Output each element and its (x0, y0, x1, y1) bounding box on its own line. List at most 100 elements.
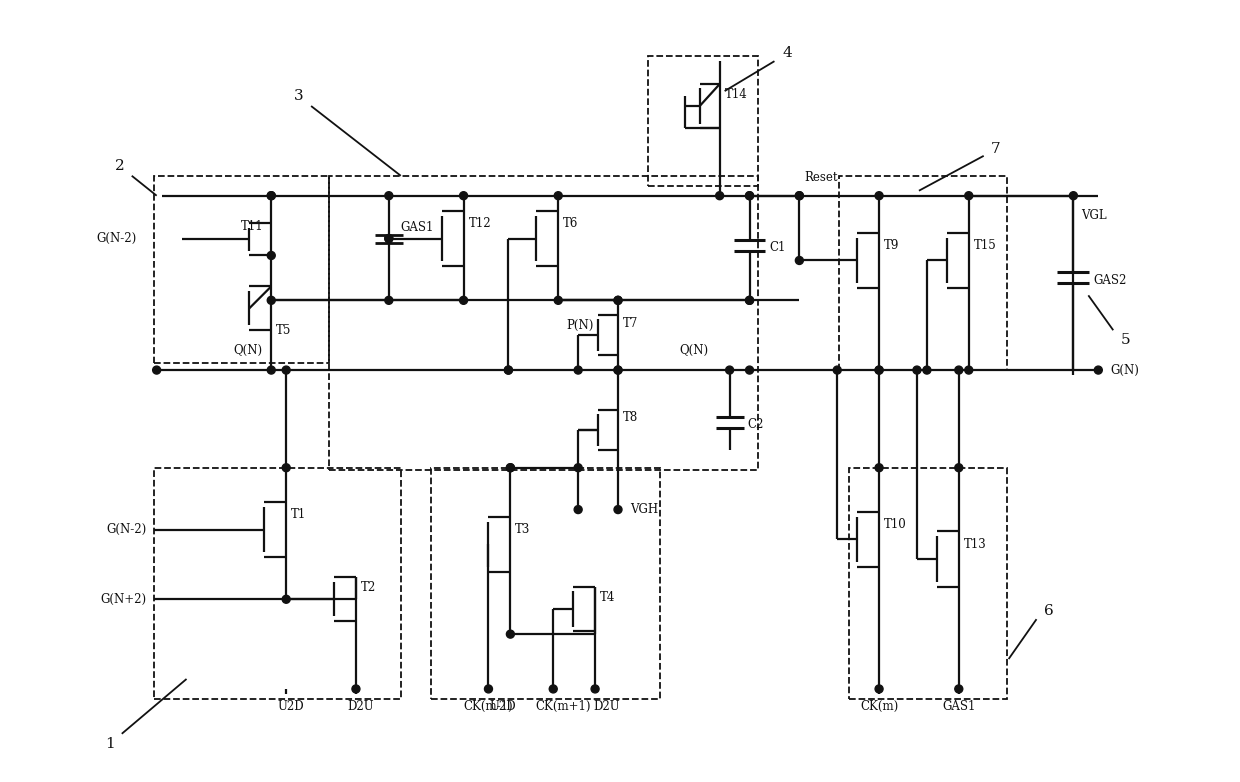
Text: GAS2: GAS2 (1094, 274, 1127, 287)
Circle shape (153, 366, 161, 374)
Text: T12: T12 (469, 217, 491, 230)
Circle shape (614, 366, 622, 374)
Circle shape (965, 192, 972, 199)
Text: VGL: VGL (1081, 209, 1107, 222)
Circle shape (725, 366, 734, 374)
Text: T9: T9 (884, 239, 899, 252)
Circle shape (745, 296, 754, 304)
Circle shape (574, 506, 582, 514)
Text: 6: 6 (1044, 604, 1053, 619)
Circle shape (460, 192, 467, 199)
Circle shape (795, 192, 804, 199)
Circle shape (268, 296, 275, 304)
Circle shape (591, 685, 599, 693)
Circle shape (352, 685, 360, 693)
Circle shape (485, 685, 492, 693)
Circle shape (875, 366, 883, 374)
Bar (154, 176, 329, 363)
Text: Q(N): Q(N) (233, 343, 263, 357)
Circle shape (875, 192, 883, 199)
Circle shape (875, 685, 883, 693)
Text: 4: 4 (782, 46, 792, 60)
Text: C2: C2 (748, 418, 764, 432)
Text: D2U: D2U (594, 701, 620, 713)
Circle shape (965, 366, 972, 374)
Circle shape (268, 252, 275, 260)
Circle shape (283, 595, 290, 603)
Circle shape (384, 235, 393, 242)
Text: T15: T15 (973, 239, 997, 252)
Circle shape (614, 366, 622, 374)
Text: 1: 1 (105, 737, 114, 751)
Text: VGH: VGH (630, 503, 658, 516)
Circle shape (506, 464, 515, 472)
Text: C1: C1 (770, 241, 786, 254)
Text: T13: T13 (963, 538, 987, 551)
Text: 7: 7 (991, 142, 1001, 156)
Circle shape (268, 192, 275, 199)
Bar (430, 468, 660, 699)
Text: CK(m-1): CK(m-1) (464, 701, 513, 713)
Text: 2: 2 (115, 159, 125, 173)
Text: T11: T11 (242, 220, 264, 233)
Text: 3: 3 (294, 89, 304, 103)
Circle shape (283, 366, 290, 374)
Circle shape (614, 506, 622, 514)
Bar (649, 56, 758, 186)
Text: CK(m+1): CK(m+1) (536, 701, 591, 713)
Text: T5: T5 (277, 324, 291, 337)
Bar (154, 468, 401, 699)
Circle shape (268, 366, 275, 374)
Circle shape (745, 296, 754, 304)
Circle shape (833, 366, 841, 374)
Circle shape (505, 366, 512, 374)
Circle shape (913, 366, 921, 374)
Circle shape (554, 192, 562, 199)
Circle shape (505, 366, 512, 374)
Text: P(N): P(N) (567, 319, 594, 332)
Bar (839, 176, 1007, 370)
Circle shape (506, 630, 515, 638)
Text: G(N+2): G(N+2) (100, 593, 146, 606)
Circle shape (955, 366, 962, 374)
Text: T3: T3 (516, 523, 531, 536)
Text: T14: T14 (724, 88, 748, 101)
Text: D2U: D2U (347, 701, 374, 713)
Circle shape (1095, 366, 1102, 374)
Text: U2D: U2D (489, 701, 516, 713)
Circle shape (745, 192, 754, 199)
Circle shape (875, 464, 883, 472)
Text: GAS1: GAS1 (942, 701, 976, 713)
Circle shape (745, 192, 754, 199)
Circle shape (384, 235, 393, 242)
Bar (849, 468, 1007, 699)
Circle shape (614, 296, 622, 304)
Text: CK(m): CK(m) (861, 701, 898, 713)
Circle shape (283, 464, 290, 472)
Text: T7: T7 (622, 317, 639, 330)
Circle shape (795, 256, 804, 264)
Text: T6: T6 (563, 217, 579, 230)
Circle shape (460, 296, 467, 304)
Text: G(N-2): G(N-2) (97, 232, 136, 245)
Text: Reset: Reset (805, 171, 838, 185)
Circle shape (715, 192, 724, 199)
Text: T8: T8 (622, 411, 639, 425)
Text: U2D: U2D (278, 701, 305, 713)
Text: 5: 5 (1121, 333, 1130, 347)
Circle shape (384, 296, 393, 304)
Text: T4: T4 (600, 590, 615, 604)
Circle shape (1069, 192, 1078, 199)
Circle shape (549, 685, 557, 693)
Circle shape (923, 366, 931, 374)
Circle shape (745, 366, 754, 374)
Circle shape (955, 464, 962, 472)
Circle shape (614, 296, 622, 304)
Bar (329, 176, 758, 470)
Circle shape (554, 296, 562, 304)
Circle shape (574, 464, 582, 472)
Text: GAS1: GAS1 (401, 221, 434, 234)
Circle shape (955, 685, 962, 693)
Text: T10: T10 (884, 518, 906, 531)
Text: G(N): G(N) (1110, 364, 1140, 377)
